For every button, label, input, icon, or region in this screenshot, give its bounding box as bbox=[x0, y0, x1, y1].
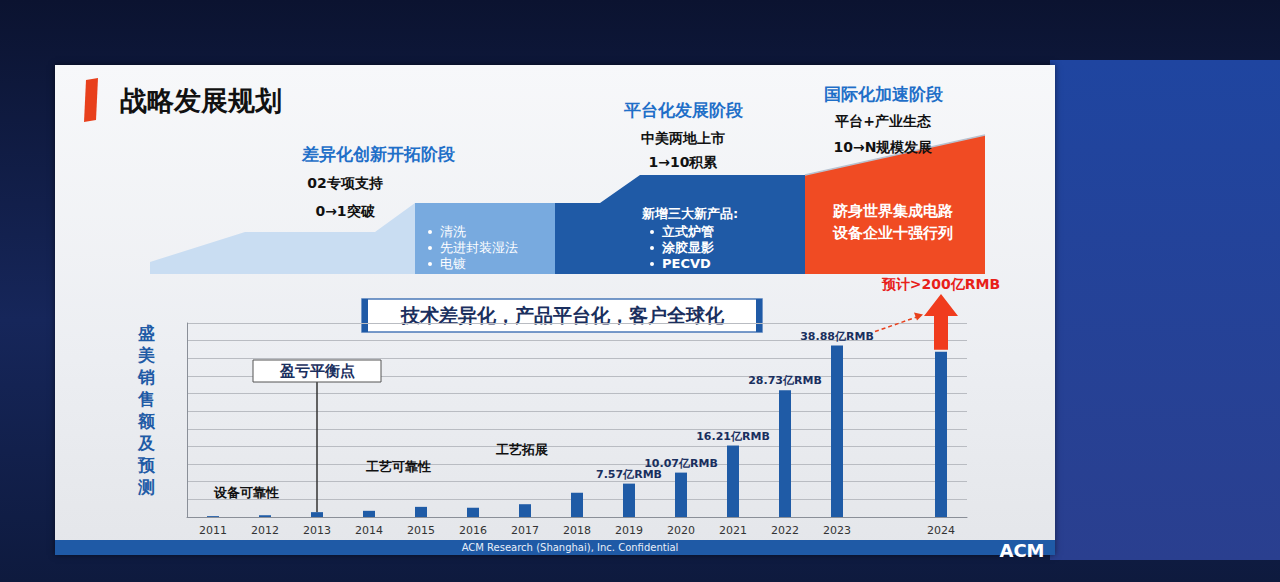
svg-text:2024: 2024 bbox=[927, 524, 955, 537]
svg-text:差异化创新开拓阶段: 差异化创新开拓阶段 bbox=[301, 144, 456, 164]
svg-text:预: 预 bbox=[137, 455, 156, 475]
svg-text:涂胶显影: 涂胶显影 bbox=[661, 240, 714, 255]
svg-text:2017: 2017 bbox=[511, 524, 539, 537]
svg-text:10→N规模发展: 10→N规模发展 bbox=[834, 139, 933, 155]
svg-text:售: 售 bbox=[137, 389, 155, 409]
svg-text:额: 额 bbox=[137, 411, 156, 431]
svg-text:0→1突破: 0→1突破 bbox=[315, 203, 375, 219]
svg-text:技术差异化，产品平台化，客户全球化: 技术差异化，产品平台化，客户全球化 bbox=[400, 304, 725, 326]
svg-text:及: 及 bbox=[137, 433, 156, 453]
svg-text:2013: 2013 bbox=[303, 524, 331, 537]
svg-text:38.88亿RMB: 38.88亿RMB bbox=[800, 330, 874, 343]
svg-text:PECVD: PECVD bbox=[662, 256, 711, 271]
svg-text:16.21亿RMB: 16.21亿RMB bbox=[696, 430, 770, 443]
svg-text:电镀: 电镀 bbox=[440, 256, 466, 271]
svg-text:2022: 2022 bbox=[771, 524, 799, 537]
svg-text:2018: 2018 bbox=[563, 524, 591, 537]
svg-text:美: 美 bbox=[137, 345, 155, 365]
svg-text:02专项支持: 02专项支持 bbox=[307, 175, 382, 191]
svg-text:2021: 2021 bbox=[719, 524, 747, 537]
svg-text:设备可靠性: 设备可靠性 bbox=[213, 485, 279, 500]
svg-text:中美两地上市: 中美两地上市 bbox=[641, 130, 725, 146]
svg-text:先进封装湿法: 先进封装湿法 bbox=[440, 240, 518, 255]
svg-text:战略发展规划: 战略发展规划 bbox=[120, 85, 282, 116]
svg-text:10.07亿RMB: 10.07亿RMB bbox=[644, 457, 718, 470]
svg-text:平台+产业生态: 平台+产业生态 bbox=[834, 113, 931, 129]
svg-text:2020: 2020 bbox=[667, 524, 695, 537]
svg-text:平台化发展阶段: 平台化发展阶段 bbox=[623, 100, 744, 120]
svg-text:测: 测 bbox=[137, 477, 155, 497]
svg-text:2011: 2011 bbox=[199, 524, 227, 537]
svg-text:设备企业十强行列: 设备企业十强行列 bbox=[832, 224, 953, 242]
svg-text:预计>200亿RMB: 预计>200亿RMB bbox=[881, 276, 1000, 292]
svg-text:2019: 2019 bbox=[615, 524, 643, 537]
svg-text:7.57亿RMB: 7.57亿RMB bbox=[596, 467, 662, 481]
svg-text:销: 销 bbox=[137, 367, 155, 387]
svg-text:2014: 2014 bbox=[355, 524, 383, 537]
svg-text:工艺拓展: 工艺拓展 bbox=[495, 442, 548, 457]
svg-text:立式炉管: 立式炉管 bbox=[661, 224, 714, 239]
svg-text:盛: 盛 bbox=[137, 323, 155, 343]
svg-text:2023: 2023 bbox=[823, 524, 851, 537]
svg-text:新增三大新产品:: 新增三大新产品: bbox=[641, 206, 738, 221]
svg-text:1→10积累: 1→10积累 bbox=[649, 154, 719, 170]
svg-text:国际化加速阶段: 国际化加速阶段 bbox=[824, 84, 944, 104]
svg-text:28.73亿RMB: 28.73亿RMB bbox=[748, 374, 822, 387]
svg-text:跻身世界集成电路: 跻身世界集成电路 bbox=[832, 202, 953, 220]
svg-text:2016: 2016 bbox=[459, 524, 487, 537]
svg-text:ACM Research (Shanghai), Inc.: ACM Research (Shanghai), Inc. Confidenti… bbox=[462, 542, 679, 553]
svg-text:2015: 2015 bbox=[407, 524, 435, 537]
svg-text:清洗: 清洗 bbox=[440, 224, 466, 239]
svg-text:2012: 2012 bbox=[251, 524, 279, 537]
svg-text:ACM: ACM bbox=[999, 540, 1044, 561]
svg-text:盈亏平衡点: 盈亏平衡点 bbox=[279, 362, 355, 380]
svg-text:工艺可靠性: 工艺可靠性 bbox=[365, 459, 431, 474]
